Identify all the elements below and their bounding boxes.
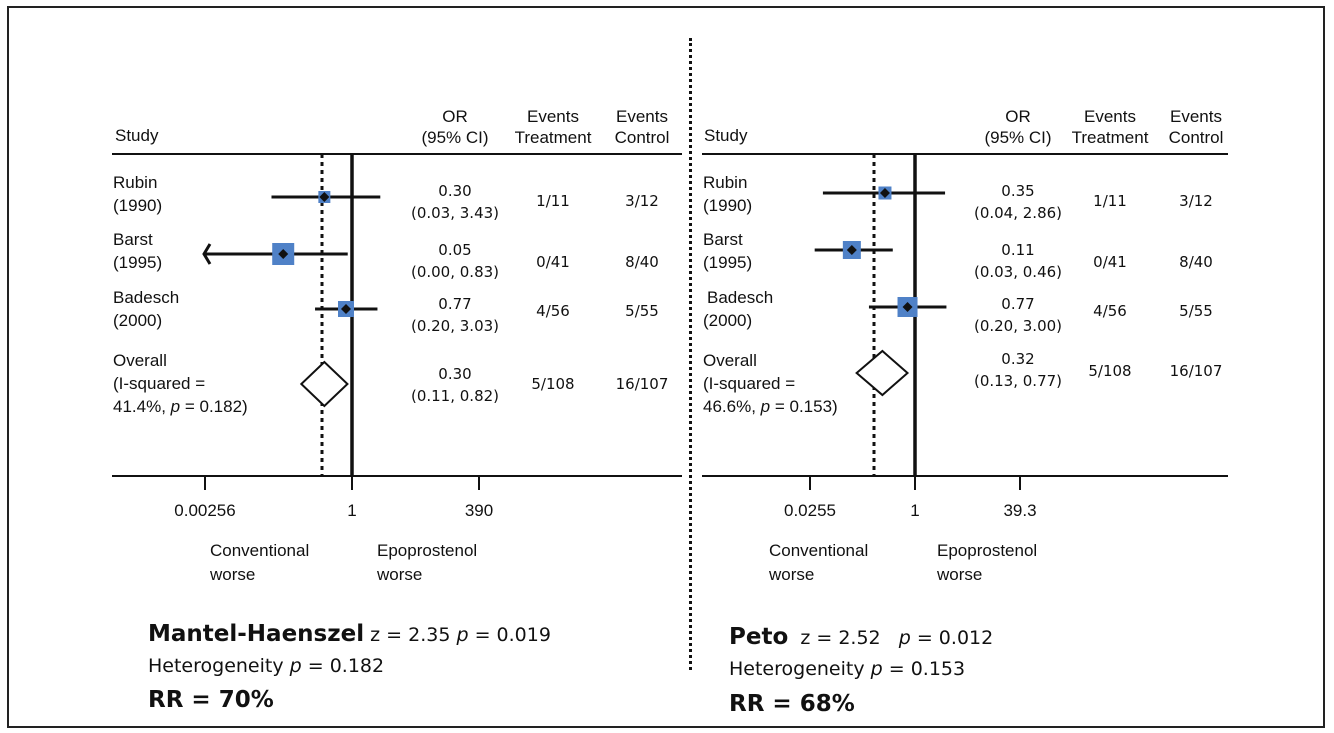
overall-or: 0.30 <box>438 365 472 383</box>
right-direction-label: worse <box>937 565 983 584</box>
study-year: (2000) <box>113 311 163 330</box>
ci-arrow <box>202 243 212 265</box>
study-year: (1995) <box>113 253 163 272</box>
study-ci: (0.03, 3.43) <box>410 204 500 222</box>
study-year: (1990) <box>113 196 163 215</box>
point-estimate <box>278 249 289 259</box>
header-events-treatment: Events <box>527 107 579 126</box>
point-estimate <box>846 245 857 255</box>
forest-plot <box>112 153 682 490</box>
study-events-control: 3/12 <box>625 192 659 210</box>
study-name: Rubin <box>113 173 158 192</box>
point-estimate <box>879 188 890 198</box>
heterogeneity-summary: Heterogeneity p = 0.153 <box>729 658 966 680</box>
study-events-treatment: 4/56 <box>536 302 570 320</box>
point-estimate <box>902 302 913 312</box>
study-or: 0.11 <box>1001 241 1035 259</box>
header-or-ci: (95% CI) <box>984 128 1052 147</box>
overall-isquared: (I-squared = <box>113 374 206 393</box>
figure-frame <box>7 6 1325 728</box>
relative-risk: RR = 68% <box>729 691 855 717</box>
panel-mantel-haenszel: Study OR (95% CI) Events Treatment Event… <box>112 107 682 713</box>
header-or: OR <box>442 107 468 126</box>
header-treatment: Treatment <box>514 128 592 147</box>
overall-label: Overall <box>113 351 167 370</box>
left-direction-label: worse <box>210 565 256 584</box>
study-or: 0.77 <box>1001 295 1035 313</box>
panel-divider <box>689 38 692 670</box>
header-study: Study <box>704 126 748 145</box>
tick-label: 0.00256 <box>174 501 236 520</box>
header-control: Control <box>1168 128 1224 147</box>
study-ci: (0.04, 2.86) <box>973 204 1063 222</box>
header-events-control: Events <box>616 107 668 126</box>
overall-or: 0.32 <box>1001 350 1035 368</box>
study-name: Rubin <box>703 173 748 192</box>
right-direction-label: Epoprostenol <box>937 541 1038 560</box>
header-treatment: Treatment <box>1071 128 1149 147</box>
header-events-treatment: Events <box>1084 107 1136 126</box>
study-name: Barst <box>113 230 153 249</box>
study-or: 0.05 <box>438 241 472 259</box>
study-ci: (0.03, 0.46) <box>973 263 1063 281</box>
study-ci: (0.20, 3.00) <box>973 317 1063 335</box>
study-events-control: 5/55 <box>625 302 659 320</box>
relative-risk: RR = 70% <box>148 687 274 713</box>
left-direction-label: Conventional <box>769 541 869 560</box>
study-or: 0.35 <box>1001 182 1035 200</box>
overall-events-control: 16/107 <box>1169 362 1223 380</box>
study-events-treatment: 0/41 <box>536 253 570 271</box>
left-direction-label: worse <box>769 565 815 584</box>
study-name: Badesch <box>707 288 774 307</box>
study-events-treatment: 1/11 <box>536 192 570 210</box>
study-ci: (0.20, 3.03) <box>410 317 500 335</box>
study-events-treatment: 1/11 <box>1093 192 1127 210</box>
overall-ci: (0.13, 0.77) <box>973 372 1063 390</box>
study-year: (1990) <box>703 196 753 215</box>
tick-label: 390 <box>464 501 494 520</box>
right-direction-label: worse <box>377 565 423 584</box>
overall-heterogeneity: 41.4%, p = 0.182) <box>113 397 248 416</box>
tick-label: 0.0255 <box>784 501 836 520</box>
method-summary: Mantel-Haenszel z = 2.35 p = 0.019 <box>148 621 551 647</box>
overall-isquared: (I-squared = <box>703 374 796 393</box>
overall-diamond <box>855 349 910 397</box>
study-year: (1995) <box>703 253 753 272</box>
left-direction-label: Conventional <box>210 541 310 560</box>
study-events-control: 5/55 <box>1179 302 1213 320</box>
study-events-control: 8/40 <box>1179 253 1213 271</box>
method-summary: Peto z = 2.52 p = 0.012 <box>729 624 994 650</box>
study-or: 0.30 <box>438 182 472 200</box>
study-year: (2000) <box>703 311 753 330</box>
overall-events-treatment: 5/108 <box>531 375 575 393</box>
study-events-control: 8/40 <box>625 253 659 271</box>
study-events-treatment: 0/41 <box>1093 253 1127 271</box>
overall-diamond <box>299 360 349 408</box>
study-ci: (0.00, 0.83) <box>410 263 500 281</box>
study-events-control: 3/12 <box>1179 192 1213 210</box>
overall-events-control: 16/107 <box>615 375 669 393</box>
overall-events-treatment: 5/108 <box>1088 362 1132 380</box>
header-or: OR <box>1005 107 1031 126</box>
right-direction-label: Epoprostenol <box>377 541 478 560</box>
study-or: 0.77 <box>438 295 472 313</box>
overall-label: Overall <box>703 351 757 370</box>
header-control: Control <box>614 128 670 147</box>
point-estimate <box>319 192 330 202</box>
tick-label: 39.3 <box>1003 501 1037 520</box>
overall-heterogeneity: 46.6%, p = 0.153) <box>703 397 838 416</box>
point-estimate <box>340 304 351 314</box>
tick-label: 1 <box>910 501 920 520</box>
study-events-treatment: 4/56 <box>1093 302 1127 320</box>
study-name: Badesch <box>113 288 180 307</box>
overall-ci: (0.11, 0.82) <box>410 387 500 405</box>
heterogeneity-summary: Heterogeneity p = 0.182 <box>148 655 385 677</box>
header-study: Study <box>115 126 159 145</box>
header-or-ci: (95% CI) <box>421 128 489 147</box>
tick-label: 1 <box>347 501 357 520</box>
study-name: Barst <box>703 230 743 249</box>
header-events-control: Events <box>1170 107 1222 126</box>
